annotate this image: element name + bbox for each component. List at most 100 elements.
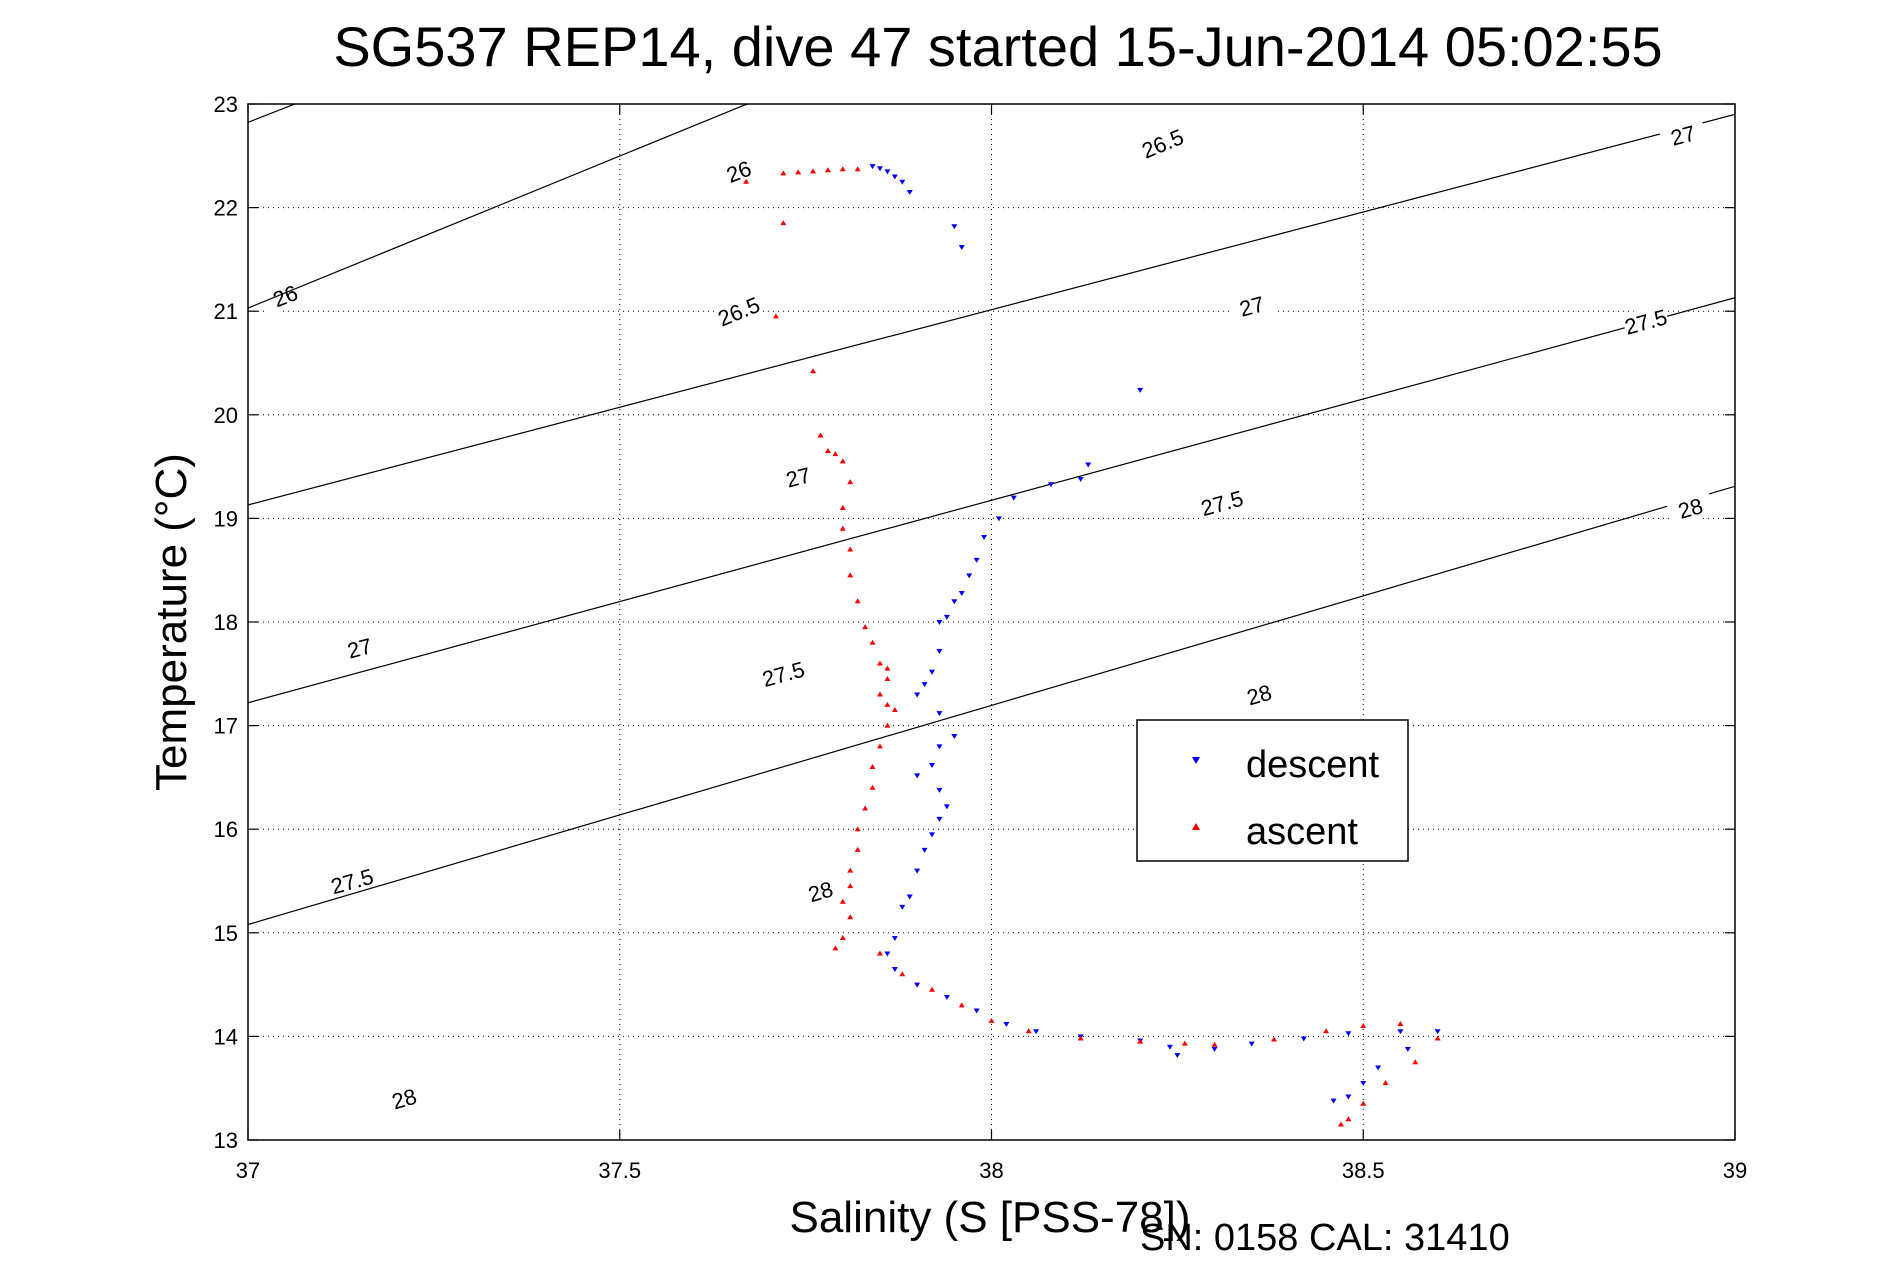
- contour-label-bg: [1234, 675, 1284, 714]
- point-descent: [973, 557, 980, 563]
- y-tick-label: 14: [214, 1024, 238, 1049]
- point-ascent: [1337, 1121, 1344, 1127]
- point-descent: [1434, 1029, 1441, 1035]
- point-descent: [921, 847, 928, 853]
- point-descent: [1211, 1046, 1218, 1052]
- point-descent: [1047, 482, 1054, 488]
- point-ascent: [884, 722, 891, 728]
- point-ascent: [810, 368, 817, 374]
- point-descent: [1174, 1053, 1181, 1059]
- point-ascent: [824, 448, 831, 454]
- point-ascent: [1397, 1020, 1404, 1026]
- contour-label: 27.5: [1198, 486, 1246, 521]
- point-descent: [995, 516, 1002, 522]
- point-ascent: [1077, 1035, 1084, 1041]
- point-descent: [929, 762, 936, 768]
- point-ascent: [847, 572, 854, 578]
- contour-label-bg: [379, 1079, 429, 1118]
- point-ascent: [1360, 1100, 1367, 1106]
- point-ascent: [810, 168, 817, 174]
- point-ascent: [1412, 1059, 1419, 1065]
- point-ascent: [824, 167, 831, 173]
- point-ascent: [1323, 1028, 1330, 1034]
- point-descent: [884, 951, 891, 957]
- point-ascent: [780, 170, 787, 176]
- point-descent: [1330, 1098, 1337, 1104]
- point-ascent: [847, 479, 854, 485]
- point-ascent: [847, 867, 854, 873]
- point-ascent: [854, 166, 861, 172]
- point-ascent: [876, 691, 883, 697]
- legend-label-ascent: ascent: [1246, 811, 1358, 853]
- contour-label-bg: [713, 151, 764, 192]
- legend-marker-descent: [1192, 757, 1200, 764]
- serial-cal-footer: SN: 0158 CAL: 31410: [1140, 1217, 1510, 1259]
- point-descent: [951, 733, 958, 739]
- point-ascent: [1025, 1028, 1032, 1034]
- x-tick-label: 39: [1723, 1158, 1747, 1183]
- point-ascent: [884, 665, 891, 671]
- point-descent: [929, 832, 936, 838]
- point-ascent: [832, 451, 839, 457]
- contour-label: 27.5: [1622, 304, 1670, 339]
- point-descent: [936, 744, 943, 750]
- chart-title: SG537 REP14, dive 47 started 15-Jun-2014…: [333, 15, 1662, 78]
- y-tick-label: 19: [214, 506, 238, 531]
- point-descent: [929, 669, 936, 675]
- point-ascent: [884, 701, 891, 707]
- y-tick-label: 13: [214, 1128, 238, 1153]
- point-ascent: [839, 934, 846, 940]
- point-ascent: [854, 598, 861, 604]
- point-ascent: [1360, 1023, 1367, 1029]
- point-ascent: [839, 458, 846, 464]
- y-tick-label: 22: [214, 196, 238, 221]
- y-tick-label: 21: [214, 299, 238, 324]
- legend-label-descent: descent: [1246, 744, 1380, 786]
- point-ascent: [854, 826, 861, 832]
- grid-lines: [248, 104, 1735, 1140]
- point-descent: [936, 711, 943, 717]
- contour-label: 26.5: [714, 292, 763, 331]
- point-descent: [943, 995, 950, 1001]
- point-ascent: [876, 660, 883, 666]
- contour-label-bg: [1227, 287, 1277, 325]
- point-descent: [899, 904, 906, 910]
- point-descent: [1033, 1029, 1040, 1035]
- point-ascent: [1345, 1116, 1352, 1122]
- y-tick-label: 15: [214, 921, 238, 946]
- point-descent: [906, 894, 913, 900]
- contour-label-bg: [758, 655, 808, 693]
- point-ascent: [891, 707, 898, 713]
- point-ascent: [839, 525, 846, 531]
- point-ascent: [929, 986, 936, 992]
- point-descent: [1010, 495, 1017, 501]
- point-descent: [914, 982, 921, 988]
- point-ascent: [772, 313, 779, 319]
- point-ascent: [1434, 1035, 1441, 1041]
- point-ascent: [839, 505, 846, 511]
- point-ascent: [988, 1017, 995, 1023]
- point-descent: [981, 535, 988, 541]
- point-descent: [1003, 1021, 1010, 1027]
- legend-marker-ascent: [1192, 823, 1200, 830]
- point-descent: [936, 816, 943, 822]
- point-ascent: [847, 883, 854, 889]
- contour-label-bg: [1137, 123, 1188, 164]
- point-descent: [1345, 1094, 1352, 1100]
- point-ascent: [743, 178, 750, 184]
- point-ascent: [958, 1002, 965, 1008]
- point-descent: [906, 190, 913, 196]
- contour-label-bg: [713, 290, 764, 332]
- contour-line-27-5: [248, 297, 1735, 704]
- point-descent: [936, 620, 943, 625]
- point-descent: [899, 179, 906, 185]
- point-ascent: [869, 764, 876, 770]
- point-descent: [1375, 1065, 1382, 1071]
- point-ascent: [862, 805, 869, 811]
- contour-label-bg: [773, 458, 823, 496]
- point-ascent: [899, 971, 906, 977]
- point-descent: [1404, 1046, 1411, 1052]
- contour-label: 26.5: [1138, 124, 1187, 163]
- y-axis-label: Temperature (°C): [147, 453, 196, 791]
